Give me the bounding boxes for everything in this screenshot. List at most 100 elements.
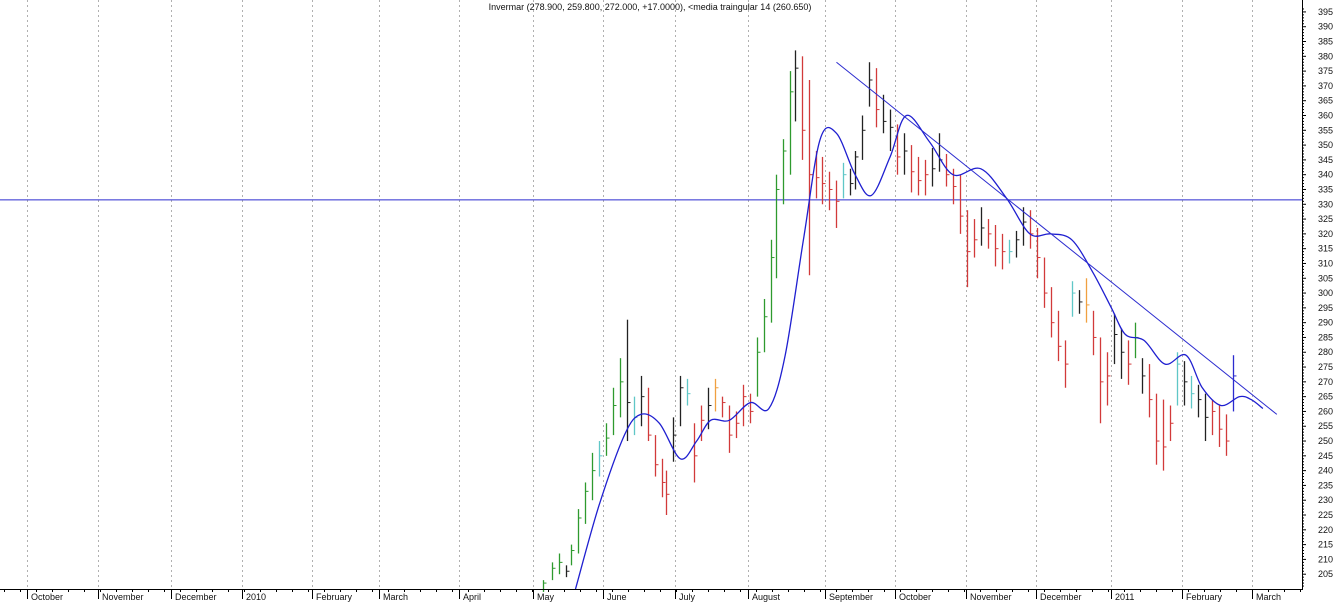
x-tick-label: March [383,592,408,602]
price-bar [640,375,645,427]
trendline-layer [836,61,1278,415]
price-bar [619,358,624,418]
price-bar [749,393,754,424]
price-bar [861,115,866,160]
price-bar [1015,230,1020,258]
price-bar [782,139,787,205]
price-bar [577,509,582,554]
price-bar [665,470,670,516]
price-bar [889,109,894,152]
price-bar [801,56,806,160]
price-bar [775,174,780,279]
price-bar [959,174,964,234]
y-tick-label: 335 [1318,184,1333,194]
price-bar [875,68,880,128]
price-bar [584,482,589,524]
price-bar [1113,313,1118,365]
y-tick-label: 325 [1318,214,1333,224]
x-tick-label: November [102,592,144,602]
y-tick-label: 370 [1318,81,1333,91]
y-tick-label: 360 [1318,110,1333,120]
price-bar [721,396,726,418]
y-tick-label: 280 [1318,347,1333,357]
y-tick-label: 340 [1318,170,1333,180]
y-tick-label: 215 [1318,540,1333,550]
y-tick-label: 300 [1318,288,1333,298]
price-bar [1029,210,1034,249]
price-bar [1197,384,1202,418]
price-bar [700,405,705,442]
price-bar [854,151,859,190]
y-tick-label: 235 [1318,480,1333,490]
y-tick-label: 220 [1318,525,1333,535]
price-bar [714,378,719,412]
price-bar [735,411,740,439]
price-bar [693,423,698,483]
price-bar [763,298,768,353]
price-bar [565,565,570,578]
y-tick-label: 255 [1318,421,1333,431]
price-bar [1148,364,1153,418]
price-bar [770,239,775,323]
price-bar [794,50,799,122]
y-tick-label: 210 [1318,554,1333,564]
y-tick-label: 305 [1318,273,1333,283]
y-tick-label: 355 [1318,125,1333,135]
price-bar [931,148,936,187]
downtrend-line [836,61,1278,415]
price-bar [654,435,659,477]
price-bar [849,168,854,196]
x-tick-label: September [829,592,873,602]
price-bar [1085,278,1090,323]
price-bar [882,94,887,134]
price-bar [756,337,761,397]
y-tick-label: 275 [1318,362,1333,372]
price-bar [917,156,922,196]
x-tick-label: 2010 [246,592,266,602]
y-tick-label: 320 [1318,229,1333,239]
price-bar [903,133,908,175]
y-tick-label: 240 [1318,466,1333,476]
price-bar [868,62,873,107]
x-tick-label: July [679,592,696,602]
price-bar [605,423,610,456]
x-tick-label: December [1040,592,1082,602]
y-tick-label: 205 [1318,569,1333,579]
price-bar [728,405,733,453]
price-bar [661,458,666,498]
price-bar [598,441,603,477]
y-tick-label: 310 [1318,258,1333,268]
price-bar [1169,405,1174,442]
price-bar [612,387,617,436]
y-tick-label: 385 [1318,37,1333,47]
y-tick-label: 330 [1318,199,1333,209]
x-tick-label: 2011 [1115,592,1134,602]
price-bars-layer [542,50,1237,592]
price-bar [679,375,684,427]
y-tick-label: 265 [1318,392,1333,402]
price-bar [1225,414,1230,456]
price-bar [994,224,999,267]
price-bar [1120,328,1125,379]
x-tick-label: June [607,592,627,602]
price-bar [1057,310,1062,362]
y-tick-label: 380 [1318,51,1333,61]
price-bar [1232,355,1237,412]
price-bar [1064,340,1069,388]
x-tick-label: October [899,592,931,602]
price-bar [1001,233,1006,270]
price-bar [924,159,929,196]
price-bar [973,219,978,258]
price-bar [1176,352,1181,406]
y-tick-label: 225 [1318,510,1333,520]
y-tick-label: 375 [1318,66,1333,76]
y-tick-label: 245 [1318,451,1333,461]
price-bar [1155,393,1160,465]
moving-average-line [574,114,1264,590]
price-bar [1211,399,1216,436]
y-tick-label: 290 [1318,318,1333,328]
x-tick-label: August [752,592,781,602]
y-tick-label: 250 [1318,436,1333,446]
